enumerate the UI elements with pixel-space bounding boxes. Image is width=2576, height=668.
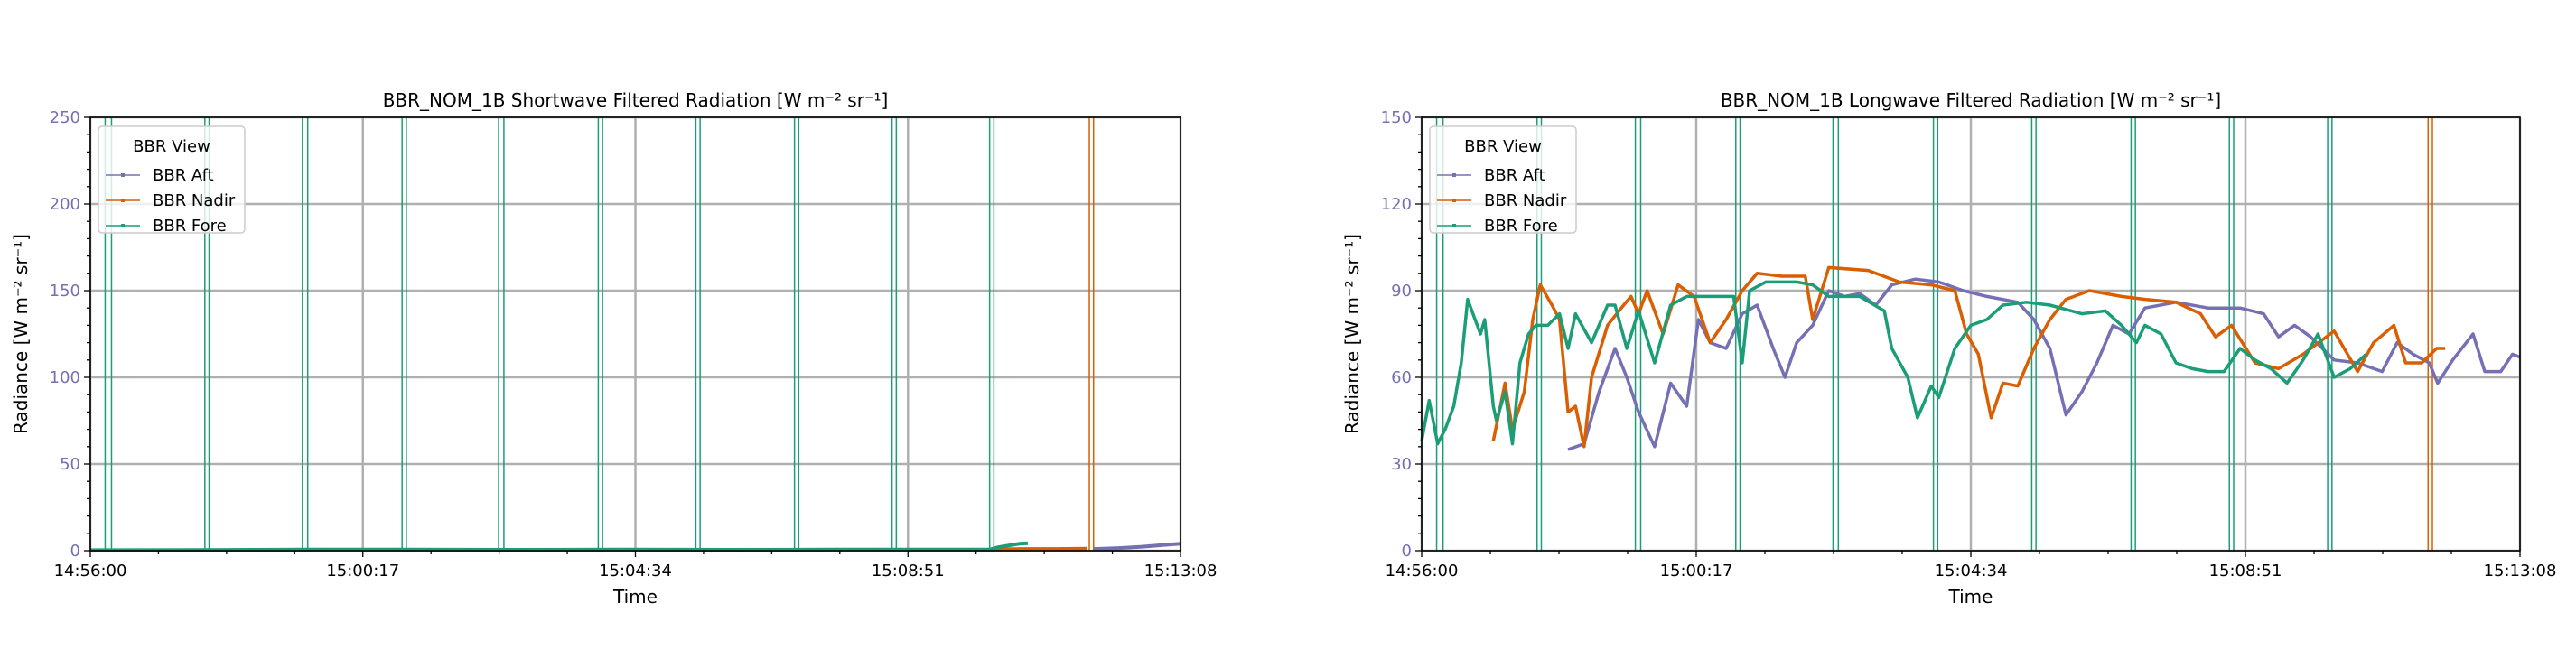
y-tick-label: 200: [50, 195, 80, 214]
series-line-aft: [1567, 277, 2521, 451]
y-tick-label: 60: [1391, 368, 1412, 387]
x-tick-label: 15:04:34: [1935, 561, 2008, 580]
legend-entry-nadir: BBR Nadir: [1484, 191, 1567, 210]
x-tick-label: 15:00:17: [326, 561, 399, 580]
series-line-aft: [1093, 542, 1181, 552]
y-axis-label: Radiance [W m⁻² sr⁻¹]: [10, 234, 32, 434]
legend-entry-aft: BBR Aft: [1484, 166, 1545, 185]
x-tick-label: 14:56:00: [54, 561, 127, 580]
legend-marker-nadir: [1452, 199, 1456, 202]
x-tick-label: 15:13:08: [1144, 561, 1218, 580]
y-tick-label: 250: [50, 108, 80, 127]
y-tick-label: 50: [60, 455, 80, 474]
x-tick-label: 15:13:08: [2484, 561, 2557, 580]
y-tick-label: 30: [1391, 455, 1412, 474]
legend-marker-nadir: [121, 199, 125, 202]
legend-box: [98, 125, 246, 234]
legend-box: [1429, 125, 1577, 234]
x-axis-label: Time: [1948, 586, 1993, 608]
x-tick-label: 15:00:17: [1660, 561, 1733, 580]
series-line-nadir: [994, 546, 1087, 552]
x-tick-label: 15:08:51: [2209, 561, 2282, 580]
legend-entry-aft: BBR Aft: [153, 166, 214, 185]
x-axis-label: Time: [612, 586, 658, 608]
legend-title: BBR View: [1464, 137, 1542, 156]
legend-title: BBR View: [133, 137, 210, 156]
legend-entry-fore: BBR Fore: [153, 217, 227, 236]
legend: BBR View BBR Aft BBR Nadir BBR Fore: [1429, 125, 1577, 236]
legend-marker-fore: [121, 224, 125, 227]
x-tick-label: 15:04:34: [599, 561, 672, 580]
y-tick-label: 0: [1402, 542, 1412, 561]
chart-title: BBR_NOM_1B Longwave Filtered Radiation […: [1721, 89, 2221, 111]
legend-entry-fore: BBR Fore: [1484, 217, 1558, 236]
legend-marker-aft: [1452, 173, 1456, 177]
y-tick-label: 90: [1391, 282, 1412, 301]
series-line-fore: [1420, 280, 2367, 446]
chart-longwave: 0 30 60 90 120 150 14:56:00 15:00:17 15:04:34 15:…: [1341, 89, 2556, 608]
series-line-fore: [89, 541, 1029, 552]
y-axis-label: Radiance [W m⁻² sr⁻¹]: [1341, 234, 1363, 434]
y-tick-label: 150: [1381, 108, 1412, 127]
series-line-nadir: [1491, 265, 2446, 449]
y-tick-label: 120: [1381, 195, 1412, 214]
legend-marker-aft: [121, 173, 125, 177]
legend-entry-nadir: BBR Nadir: [153, 191, 236, 210]
chart-title: BBR_NOM_1B Shortwave Filtered Radiation …: [383, 89, 889, 111]
legend: BBR View BBR Aft BBR Nadir BBR Fore: [98, 125, 246, 236]
x-tick-label: 15:08:51: [872, 561, 945, 580]
x-tick-label: 14:56:00: [1386, 561, 1459, 580]
y-tick-label: 150: [50, 282, 80, 301]
chart-shortwave: 0 50 100 150 200 250 14:56:00 15:00:17 15:04:34 1…: [10, 89, 1217, 608]
y-tick-label: 0: [70, 542, 80, 561]
y-tick-label: 100: [50, 368, 80, 387]
legend-marker-fore: [1452, 224, 1456, 227]
